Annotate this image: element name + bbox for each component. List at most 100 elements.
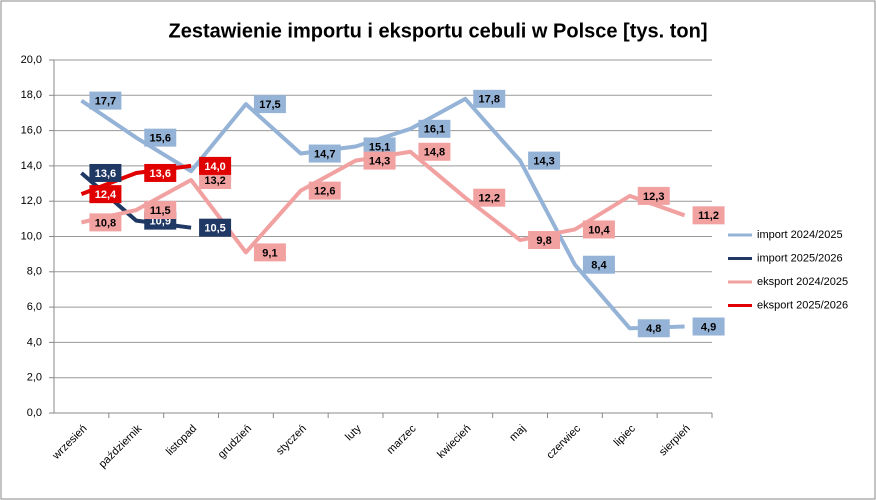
data-label-box	[89, 163, 122, 182]
chart-title: Zestawienie importu i eksportu cebuli w …	[169, 20, 708, 42]
y-tick-label: 14,0	[21, 160, 42, 172]
legend-label: eksport 2025/2026	[757, 299, 848, 311]
data-label: 4,8	[637, 319, 670, 338]
data-label-box	[528, 151, 561, 170]
data-label: 17,7	[89, 91, 122, 110]
data-label: 17,5	[253, 95, 286, 114]
data-label-text: 15,1	[369, 141, 390, 153]
data-label-box	[582, 255, 615, 274]
data-label-text: 4,8	[646, 323, 661, 335]
data-label-box	[199, 218, 232, 237]
data-label-text: 11,2	[698, 210, 719, 222]
data-label-text: 11,5	[150, 205, 171, 217]
data-label-box	[473, 188, 506, 207]
data-label-text: 10,5	[204, 223, 225, 235]
data-label-box	[89, 185, 122, 204]
legend-label: eksport 2024/2025	[757, 276, 848, 288]
data-label-box	[308, 181, 341, 200]
data-label: 9,8	[528, 231, 561, 250]
data-label-text: 12,6	[314, 186, 335, 198]
data-label-box	[144, 163, 177, 182]
data-label: 9,1	[253, 243, 286, 262]
y-tick-label: 6,0	[27, 301, 42, 313]
data-label-text: 16,1	[424, 124, 445, 136]
y-tick-label: 16,0	[21, 125, 42, 137]
data-label-text: 13,6	[95, 168, 116, 180]
data-label-box	[199, 171, 232, 190]
data-label-text: 8,4	[591, 260, 607, 272]
data-label-text: 10,8	[95, 217, 116, 229]
data-label-text: 9,8	[536, 235, 551, 247]
data-label-text: 15,6	[150, 133, 171, 145]
data-label-text: 12,4	[95, 189, 117, 201]
data-label-box	[528, 231, 561, 250]
data-label: 13,6	[89, 163, 122, 182]
data-label-text: 9,1	[262, 247, 277, 259]
data-label-box	[308, 144, 341, 163]
data-label: 15,1	[363, 137, 396, 156]
data-label-box	[582, 220, 615, 239]
data-label: 12,3	[637, 186, 670, 205]
data-label-text: 14,0	[204, 161, 225, 173]
data-label: 11,5	[144, 201, 177, 220]
data-label-box	[253, 95, 286, 114]
data-label-box	[363, 151, 396, 170]
data-label: 12,6	[308, 181, 341, 200]
data-label-box	[89, 91, 122, 110]
y-tick-label: 20,0	[21, 54, 42, 66]
data-label-box	[199, 156, 232, 175]
data-label-box	[692, 206, 725, 225]
y-tick-label: 8,0	[27, 266, 42, 278]
data-label: 10,5	[199, 218, 232, 237]
data-label-box	[418, 119, 451, 138]
data-label: 14,8	[418, 142, 451, 161]
data-label-box	[89, 213, 122, 232]
data-label-box	[418, 142, 451, 161]
y-tick-label: 4,0	[27, 336, 42, 348]
data-label-box	[363, 137, 396, 156]
data-label: 10,8	[89, 213, 122, 232]
data-label-text: 14,7	[314, 148, 335, 160]
y-tick-label: 10,0	[21, 230, 42, 242]
data-label-text: 17,5	[259, 99, 280, 111]
data-label: 11,2	[692, 206, 725, 225]
data-label-box	[692, 317, 725, 336]
data-label-box	[637, 319, 670, 338]
data-label: 14,3	[363, 151, 396, 170]
y-tick-label: 0,0	[27, 407, 42, 419]
data-label: 12,2	[473, 188, 506, 207]
data-label-text: 13,2	[204, 175, 225, 187]
legend-label: import 2024/2025	[757, 229, 843, 241]
data-label-box	[144, 128, 177, 147]
data-label-text: 17,8	[479, 94, 500, 106]
data-label: 8,4	[582, 255, 615, 274]
data-label-text: 14,8	[424, 147, 445, 159]
data-label: 13,2	[199, 171, 232, 190]
data-label-box	[144, 201, 177, 220]
data-label: 14,3	[528, 151, 561, 170]
data-label-text: 12,2	[479, 193, 500, 205]
data-label: 13,6	[144, 163, 177, 182]
data-label-text: 17,7	[95, 96, 116, 108]
data-label-box	[637, 186, 670, 205]
data-label: 14,0	[199, 156, 232, 175]
data-label: 12,4	[89, 185, 122, 204]
y-tick-label: 18,0	[21, 89, 42, 101]
y-tick-label: 12,0	[21, 195, 42, 207]
legend-label: import 2025/2026	[757, 252, 843, 264]
data-label: 16,1	[418, 119, 451, 138]
data-label: 15,6	[144, 128, 177, 147]
data-label-text: 13,6	[150, 168, 171, 180]
data-label: 10,4	[582, 220, 615, 239]
data-label-box	[253, 243, 286, 262]
y-tick-label: 2,0	[27, 372, 42, 384]
data-label-text: 12,3	[643, 191, 664, 203]
data-label-text: 14,3	[533, 156, 554, 168]
data-label: 4,9	[692, 317, 725, 336]
data-label-text: 14,3	[369, 156, 390, 168]
data-label-text: 4,9	[701, 321, 716, 333]
data-label: 17,8	[473, 89, 506, 108]
data-label-text: 10,4	[588, 224, 610, 236]
